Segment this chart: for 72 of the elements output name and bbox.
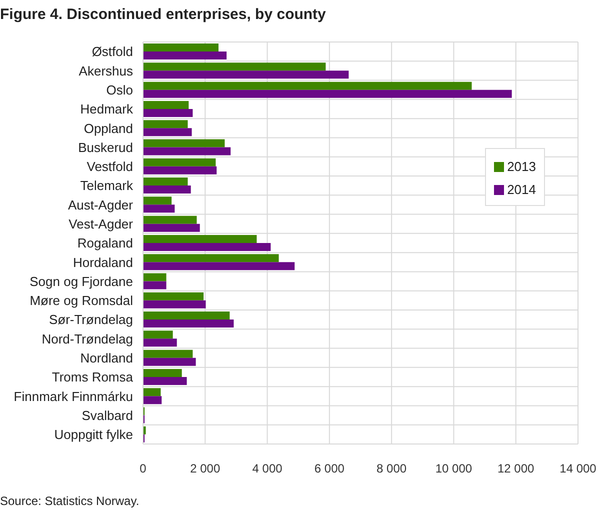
bar	[143, 70, 349, 79]
bar	[143, 376, 187, 385]
x-tick-label: 6 000	[314, 462, 345, 476]
y-tick-label: Buskerud	[78, 140, 133, 155]
bar	[143, 388, 161, 396]
y-tick-label: Finnmark Finnmárku	[14, 388, 133, 404]
bar	[143, 312, 230, 320]
bar	[143, 216, 197, 224]
bar	[143, 90, 512, 98]
chart-title: Figure 4. Discontinued enterprises, by county	[0, 6, 326, 23]
y-tick-label: Svalbard	[82, 408, 133, 423]
x-tick-label: 0	[140, 462, 147, 476]
x-tick-label: 2 000	[190, 462, 220, 476]
y-tick-label: Nord-Trøndelag	[42, 331, 133, 346]
x-tick-label: 14 000	[560, 462, 597, 476]
bar	[143, 320, 234, 328]
bar	[143, 44, 219, 52]
y-tick-label: Oppland	[84, 120, 133, 136]
bar	[143, 281, 166, 290]
bar	[143, 292, 204, 300]
bar	[143, 396, 162, 404]
y-tick-label: Sogn og Fjordane	[30, 274, 133, 289]
y-tick-label: Aust-Agder	[68, 197, 134, 212]
y-tick-label: Hordaland	[73, 254, 133, 270]
bar	[143, 108, 193, 117]
bar	[143, 120, 188, 128]
bar	[143, 52, 227, 60]
bar	[143, 166, 217, 174]
bar	[143, 82, 472, 90]
y-tick-label: Troms Romsa	[52, 370, 134, 385]
y-tick-label: Uoppgitt fylke	[54, 427, 133, 442]
bar	[143, 234, 257, 243]
x-tick-label: 12 000	[498, 462, 535, 476]
bar	[143, 338, 177, 347]
bar	[143, 62, 326, 71]
x-tick-label: 10 000	[435, 462, 472, 476]
x-tick-label: 8 000	[376, 462, 407, 476]
y-tick-label: Rogaland	[77, 236, 133, 251]
bar	[143, 178, 188, 186]
bar	[143, 100, 189, 109]
bar	[143, 273, 166, 282]
bar	[143, 350, 193, 358]
bar	[143, 262, 295, 270]
bar	[143, 186, 191, 194]
bar	[143, 158, 216, 166]
bar	[143, 128, 192, 136]
bar	[143, 224, 200, 232]
y-tick-label: Telemark	[80, 178, 134, 194]
bar	[143, 204, 175, 213]
source-note: Source: Statistics Norway.	[0, 494, 140, 508]
bar	[143, 254, 279, 262]
y-tick-label: Sør-Trøndelag	[48, 312, 133, 328]
legend-label: 2014	[507, 182, 536, 197]
y-tick-label: Hedmark	[80, 102, 134, 117]
y-tick-label: Akershus	[78, 63, 134, 78]
bar	[143, 147, 231, 156]
y-tick-label: Vestfold	[86, 159, 133, 174]
bar	[143, 358, 196, 366]
bar	[143, 300, 206, 308]
y-tick-label: Nordland	[80, 350, 133, 366]
y-tick-label: Oslo	[106, 82, 133, 98]
bar	[143, 426, 146, 434]
x-tick-label: 4 000	[252, 462, 283, 476]
legend-label: 2013	[507, 159, 536, 174]
bar	[143, 242, 271, 251]
y-tick-label: Vest-Agder	[68, 216, 134, 232]
bar	[143, 139, 225, 148]
bar	[143, 330, 173, 339]
y-tick-label: Østfold	[92, 44, 133, 60]
y-tick-label: Møre og Romsdal	[30, 293, 134, 308]
bar	[143, 196, 172, 205]
bar	[143, 368, 182, 377]
